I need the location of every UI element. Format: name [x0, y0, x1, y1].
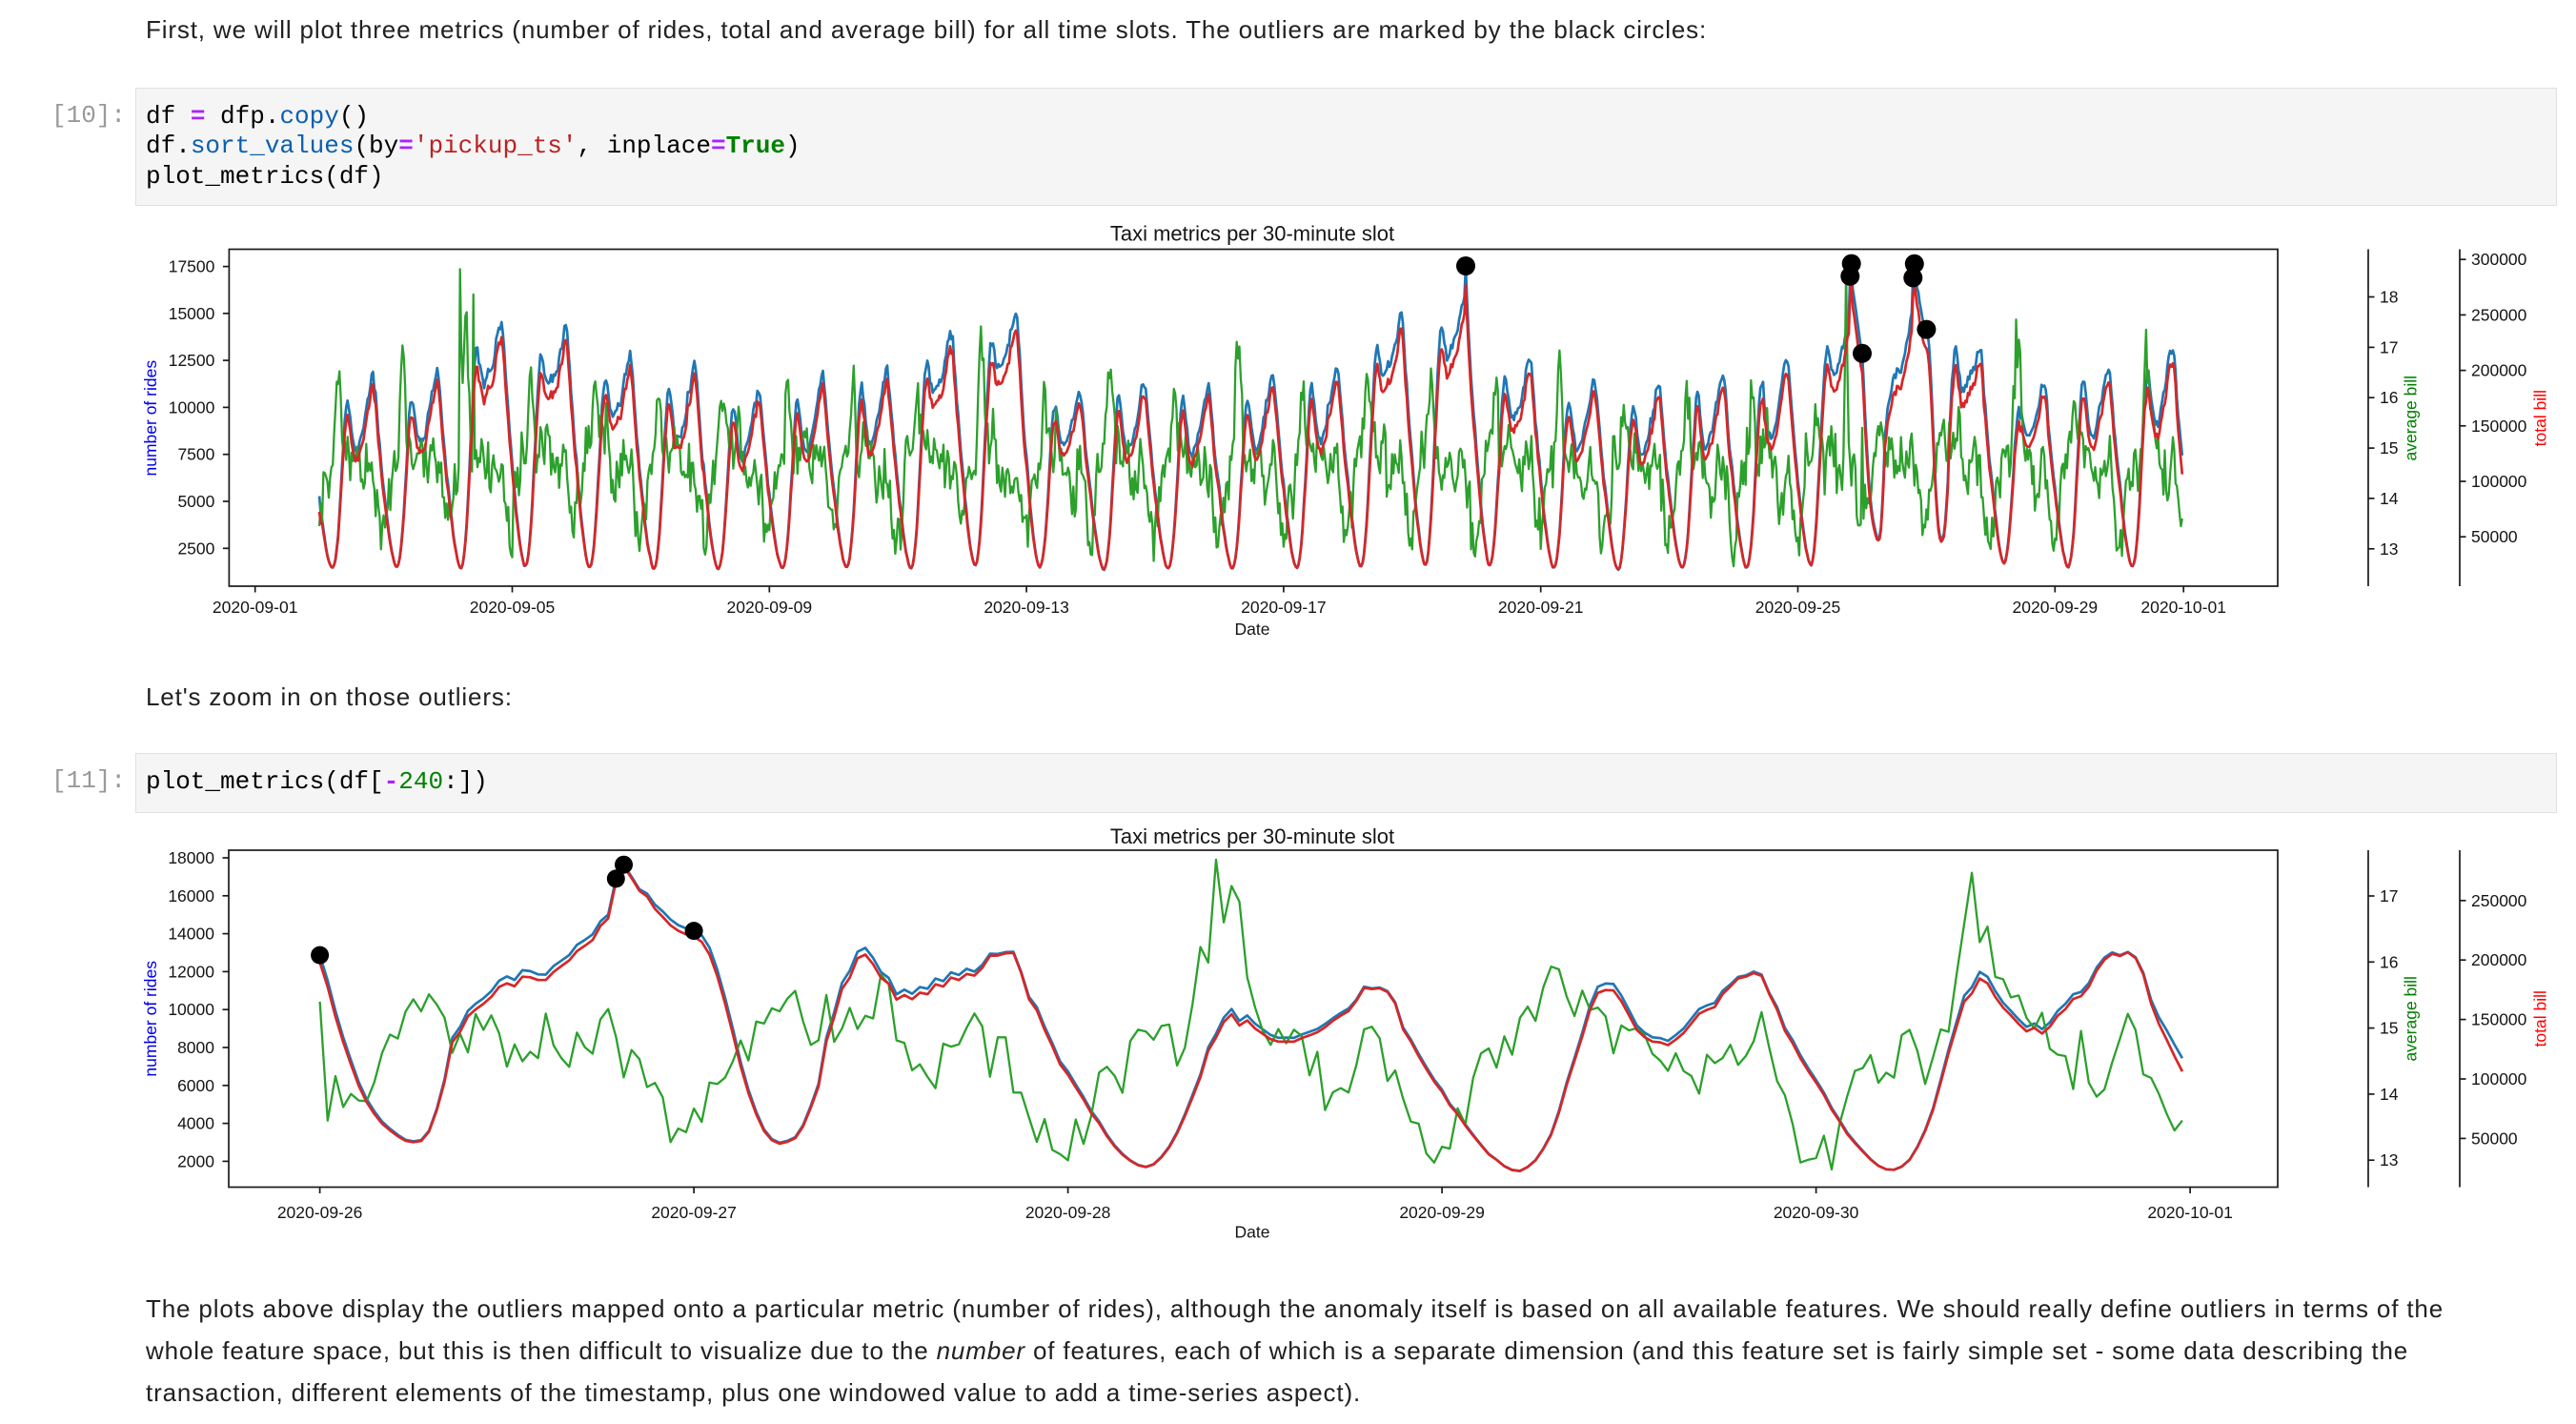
svg-text:2020-09-30: 2020-09-30: [1774, 1203, 1859, 1222]
svg-text:100000: 100000: [2471, 472, 2527, 491]
svg-text:200000: 200000: [2471, 950, 2527, 969]
svg-text:50000: 50000: [2471, 1129, 2518, 1148]
svg-text:2020-09-27: 2020-09-27: [651, 1203, 737, 1222]
svg-text:2020-09-25: 2020-09-25: [1755, 598, 1841, 617]
svg-text:total bill: total bill: [2531, 390, 2550, 446]
svg-text:15: 15: [2380, 438, 2398, 458]
svg-text:250000: 250000: [2471, 891, 2527, 910]
svg-text:50000: 50000: [2471, 527, 2518, 546]
svg-text:14: 14: [2380, 489, 2399, 508]
svg-text:16: 16: [2380, 388, 2398, 407]
svg-text:2020-09-17: 2020-09-17: [1241, 598, 1327, 617]
svg-text:2020-10-01: 2020-10-01: [2140, 598, 2226, 617]
svg-text:2020-09-05: 2020-09-05: [470, 598, 556, 617]
svg-text:250000: 250000: [2471, 305, 2527, 324]
svg-text:2020-09-29: 2020-09-29: [1399, 1203, 1485, 1222]
svg-text:Taxi metrics per 30-minute slo: Taxi metrics per 30-minute slot: [1110, 824, 1394, 848]
svg-text:number of rides: number of rides: [141, 360, 160, 477]
svg-text:150000: 150000: [2471, 417, 2527, 436]
svg-text:10000: 10000: [168, 1000, 214, 1019]
svg-text:2020-09-26: 2020-09-26: [277, 1203, 363, 1222]
svg-text:17: 17: [2380, 337, 2398, 356]
svg-text:5000: 5000: [177, 492, 214, 511]
svg-text:2020-09-13: 2020-09-13: [984, 598, 1069, 617]
svg-text:2020-09-01: 2020-09-01: [213, 598, 298, 617]
svg-text:17500: 17500: [169, 257, 215, 276]
svg-text:6000: 6000: [177, 1076, 214, 1095]
svg-text:2000: 2000: [177, 1151, 214, 1170]
svg-text:10000: 10000: [169, 397, 215, 417]
svg-text:16: 16: [2380, 952, 2398, 971]
svg-text:16000: 16000: [168, 886, 214, 905]
svg-text:150000: 150000: [2471, 1010, 2527, 1029]
svg-text:2500: 2500: [177, 539, 214, 558]
svg-text:14: 14: [2380, 1085, 2399, 1104]
svg-text:15: 15: [2380, 1019, 2398, 1038]
svg-text:number of rides: number of rides: [141, 961, 160, 1077]
svg-text:average bill: average bill: [2402, 376, 2421, 461]
svg-text:Date: Date: [1235, 620, 1270, 639]
svg-text:total bill: total bill: [2531, 990, 2550, 1047]
svg-text:15000: 15000: [169, 304, 215, 323]
svg-text:300000: 300000: [2471, 250, 2527, 269]
svg-text:17: 17: [2380, 886, 2398, 905]
svg-text:200000: 200000: [2471, 361, 2527, 380]
svg-text:18: 18: [2380, 288, 2398, 307]
svg-text:18000: 18000: [168, 848, 214, 867]
svg-text:12500: 12500: [169, 351, 215, 370]
svg-text:2020-09-21: 2020-09-21: [1498, 598, 1584, 617]
svg-text:14000: 14000: [168, 925, 214, 944]
svg-text:Taxi metrics per 30-minute slo: Taxi metrics per 30-minute slot: [1110, 221, 1394, 245]
svg-text:4000: 4000: [177, 1114, 214, 1133]
svg-text:8000: 8000: [177, 1038, 214, 1057]
svg-text:2020-09-09: 2020-09-09: [727, 598, 813, 617]
svg-text:7500: 7500: [177, 445, 214, 464]
svg-text:13: 13: [2380, 539, 2398, 559]
svg-text:2020-09-28: 2020-09-28: [1025, 1203, 1111, 1222]
svg-text:2020-09-29: 2020-09-29: [2013, 598, 2099, 617]
svg-text:average bill: average bill: [2402, 976, 2421, 1062]
svg-text:Date: Date: [1235, 1223, 1270, 1242]
svg-text:2020-10-01: 2020-10-01: [2147, 1203, 2233, 1222]
svg-text:100000: 100000: [2471, 1069, 2527, 1088]
svg-text:13: 13: [2380, 1150, 2398, 1170]
svg-text:12000: 12000: [168, 962, 214, 981]
